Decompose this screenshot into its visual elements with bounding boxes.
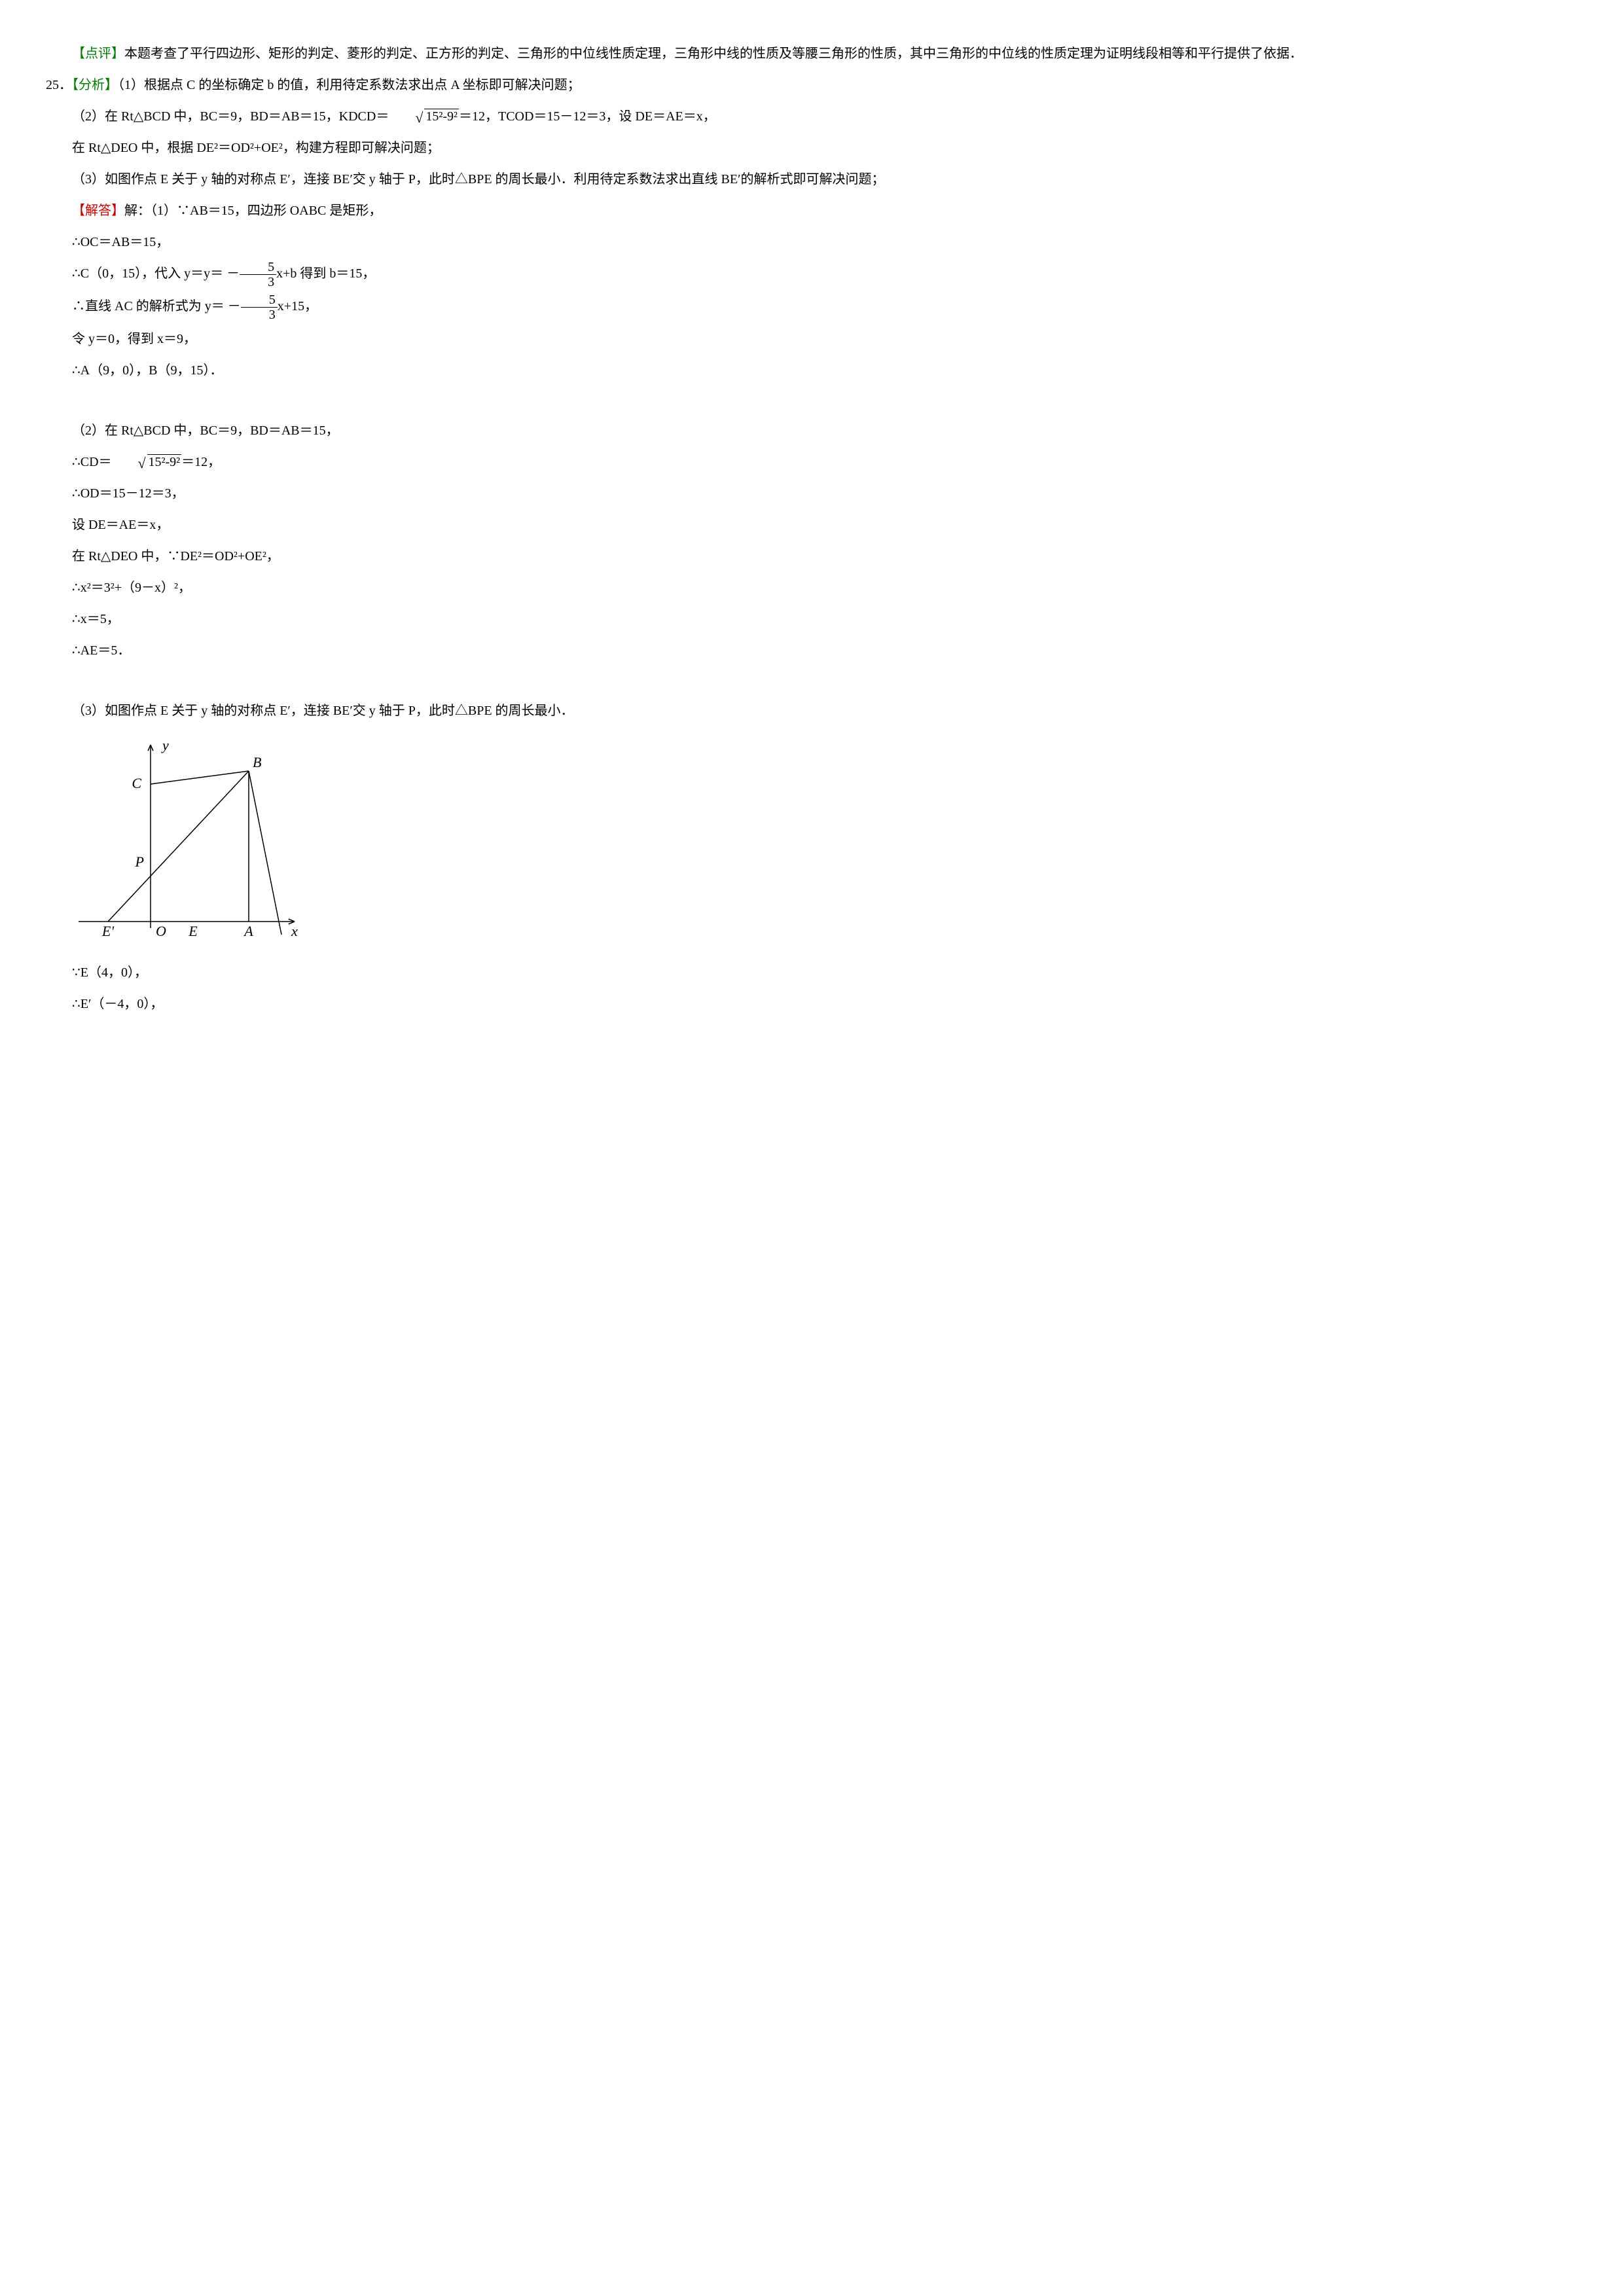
svg-text:x: x bbox=[291, 923, 298, 939]
svg-text:y: y bbox=[161, 737, 169, 753]
solution-text-12: ∴x²＝3²+（9－x）²， bbox=[46, 573, 1578, 602]
solution-text-3a: ∴C（0，15），代入 y＝y＝ － bbox=[72, 266, 240, 281]
analysis-text-1: （1）根据点 C 的坐标确定 b 的值，利用待定系数法求出点 A 坐标即可解决问… bbox=[118, 78, 581, 92]
solution-text-3b: x+b 得到 b＝15， bbox=[276, 266, 375, 281]
geometry-diagram: y x O C B P E E' A bbox=[72, 732, 1578, 952]
svg-text:P: P bbox=[135, 853, 144, 870]
svg-text:E': E' bbox=[101, 923, 114, 939]
solution-text-8b: ＝12， bbox=[181, 455, 221, 469]
solution-text-9: ∴OD＝15－12＝3， bbox=[46, 479, 1578, 508]
svg-text:C: C bbox=[132, 775, 141, 791]
solution-text-11: 在 Rt△DEO 中，∵DE²＝OD²+OE²， bbox=[46, 542, 1578, 571]
solution-text-14: ∴AE＝5． bbox=[46, 636, 1578, 665]
svg-text:A: A bbox=[243, 923, 253, 939]
solution-tag: 【解答】 bbox=[72, 204, 124, 218]
fraction-1: 53 bbox=[240, 260, 276, 289]
solution-text-10: 设 DE＝AE＝x， bbox=[46, 511, 1578, 539]
analysis-text-2a: （2）在 Rt△BCD 中，BC＝9，BD＝AB＝15，KDCD＝ bbox=[72, 109, 389, 124]
problem-number: 25． bbox=[46, 78, 72, 92]
solution-text-2: ∴OC＝AB＝15， bbox=[46, 228, 1578, 257]
svg-text:O: O bbox=[156, 923, 166, 939]
svg-text:B: B bbox=[253, 754, 261, 770]
svg-text:E: E bbox=[188, 923, 198, 939]
solution-text-16: ∵E（4，0）， bbox=[46, 958, 1578, 987]
comment-text: 本题考查了平行四边形、矩形的判定、菱形的判定、正方形的判定、三角形的中位线性质定… bbox=[124, 46, 1303, 61]
fraction-2: 53 bbox=[241, 293, 278, 322]
comment-tag: 【点评】 bbox=[72, 46, 124, 61]
analysis-text-2b: ＝12，TCOD＝15－12＝3，设 DE＝AE＝x， bbox=[459, 109, 716, 124]
solution-text-17: ∴E′（－4，0）， bbox=[46, 990, 1578, 1018]
solution-text-1: 解：（1）∵AB＝15，四边形 OABC 是矩形， bbox=[124, 204, 382, 218]
analysis-text-4: （3）如图作点 E 关于 y 轴的对称点 E′，连接 BE′交 y 轴于 P，此… bbox=[46, 165, 1578, 194]
solution-text-4a: ∴直线 AC 的解析式为 y＝ － bbox=[72, 299, 241, 314]
sqrt-expr-2: 15²-9² bbox=[112, 448, 182, 476]
analysis-tag: 【分析】 bbox=[72, 78, 118, 92]
sqrt-expr-1: 15²-9² bbox=[389, 102, 459, 131]
solution-text-15: （3）如图作点 E 关于 y 轴的对称点 E′，连接 BE′交 y 轴于 P，此… bbox=[46, 696, 1578, 725]
solution-text-8a: ∴CD＝ bbox=[72, 455, 112, 469]
solution-text-5: 令 y＝0，得到 x＝9， bbox=[46, 325, 1578, 353]
solution-text-6: ∴A（9，0），B（9，15）． bbox=[46, 356, 1578, 385]
solution-text-4b: x+15， bbox=[278, 299, 317, 314]
solution-text-13: ∴x＝5， bbox=[46, 605, 1578, 634]
analysis-text-3: 在 Rt△DEO 中，根据 DE²＝OD²+OE²，构建方程即可解决问题； bbox=[46, 134, 1578, 162]
solution-text-7: （2）在 Rt△BCD 中，BC＝9，BD＝AB＝15， bbox=[46, 416, 1578, 445]
